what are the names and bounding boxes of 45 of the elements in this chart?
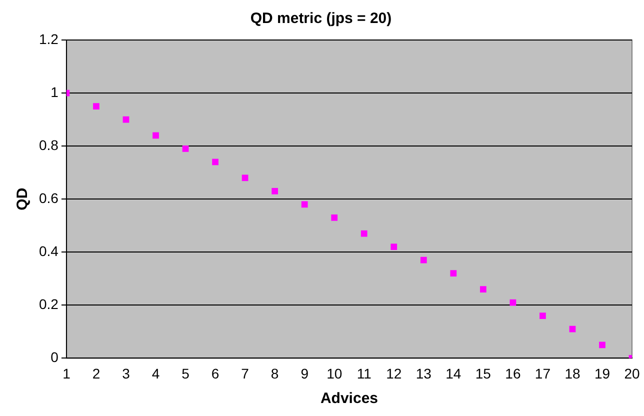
- point: [450, 270, 457, 277]
- point: [182, 146, 189, 152]
- point: [242, 174, 248, 182]
- y-axis-title: QD: [14, 188, 32, 210]
- x-tick-label: 16: [505, 365, 521, 382]
- point: [480, 286, 486, 292]
- point: [152, 132, 159, 139]
- point: [599, 342, 606, 348]
- y-tick-label: 1: [50, 84, 59, 100]
- point: [540, 312, 546, 319]
- point: [331, 214, 338, 221]
- x-tick-label: 17: [534, 365, 551, 382]
- x-tick-label: 10: [326, 365, 342, 382]
- x-tick-label: 2: [92, 365, 100, 382]
- y-tick-label: 0.6: [38, 190, 59, 206]
- y-tick-label: 1.2: [38, 30, 59, 47]
- x-axis-title: Advices: [320, 390, 378, 408]
- y-tick-label: 0.8: [38, 136, 59, 153]
- y-tick-label: 0: [50, 349, 59, 366]
- x-tick-label: 20: [624, 365, 640, 382]
- point: [272, 188, 278, 194]
- x-tick-label: 9: [300, 365, 309, 382]
- point: [301, 201, 308, 208]
- point: [360, 230, 368, 237]
- x-tick-label: 4: [152, 365, 160, 382]
- point: [212, 158, 218, 166]
- x-tick-label: 3: [122, 365, 130, 382]
- x-tick-label: 14: [446, 365, 462, 382]
- y-tick-label: 0.2: [38, 296, 59, 312]
- x-tick-label: 19: [594, 365, 610, 382]
- point: [420, 256, 427, 264]
- x-tick-label: 7: [241, 365, 250, 382]
- y-tick-label: 0.4: [38, 242, 59, 259]
- x-tick-label: 18: [564, 365, 580, 382]
- x-tick-label: 15: [475, 365, 492, 382]
- point: [390, 244, 398, 250]
- x-tick-label: 11: [356, 365, 372, 382]
- x-tick-label: 5: [182, 365, 190, 382]
- x-tick-label: 6: [211, 365, 220, 382]
- x-tick-label: 12: [386, 365, 402, 382]
- x-tick-label: 1: [62, 365, 71, 382]
- x-tick-label: 13: [416, 365, 432, 382]
- point: [93, 103, 100, 110]
- chart-title: QD metric (jps = 20): [250, 10, 392, 28]
- x-tick-label: 8: [270, 365, 279, 382]
